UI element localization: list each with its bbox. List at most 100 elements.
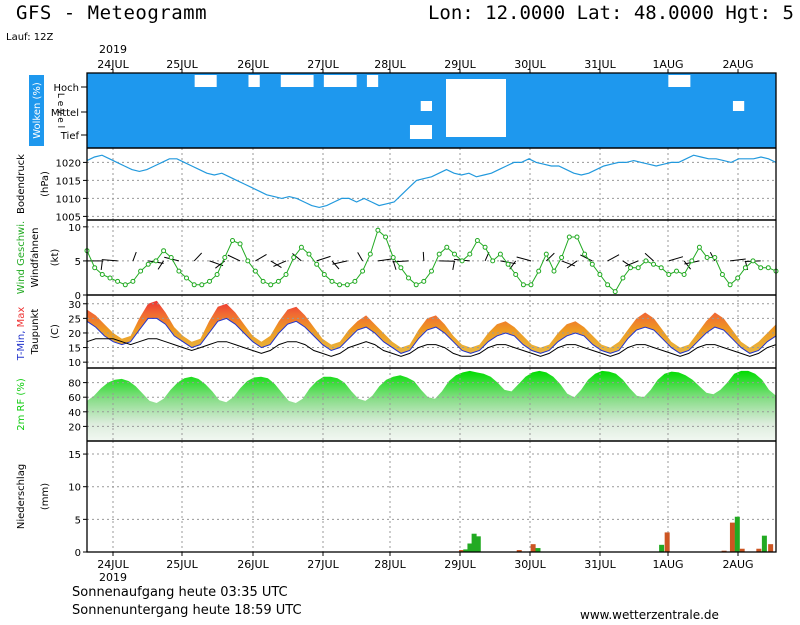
y-tick-label: 1010 [56,194,81,205]
wind-point [765,265,771,271]
wind-point [513,272,519,277]
wind-barb [683,260,692,270]
wind-point [574,234,580,240]
cloud-panel-title: Wolken (%) [32,82,43,139]
wind-barb [668,256,684,262]
wind-barb [625,260,639,267]
wind-barb [101,259,118,262]
wind-point [145,261,151,267]
wind-point [490,258,496,264]
wind-point [628,265,633,271]
wind-point [696,244,702,250]
wind-barb [392,260,409,263]
humidity-panel-title: 2m RF (%) [16,378,27,431]
wind-point [329,278,335,284]
dewpoint-line [86,338,777,357]
wind-point [635,265,641,271]
wind-panel-unit: (kt) [50,249,61,267]
wind-barb [316,255,331,262]
wind-barb [580,254,593,262]
humidity-area [87,370,776,441]
wind-barb [270,260,282,269]
x-label-top: 29JUL [444,58,476,71]
chart-frame [86,72,777,553]
precip-panel-unit: (mm) [40,483,51,510]
precip-bar [471,533,477,552]
wind-point [505,261,511,267]
wind-point [122,282,128,288]
cloud-gap-hoch [334,75,346,87]
y-tick-label: 15 [68,344,81,355]
pressure-panel-unit: (hPa) [40,171,51,197]
wind-point [543,251,549,257]
y-tick-label: 5 [75,515,81,526]
wind-point [107,275,113,281]
wind-point [666,272,672,277]
wind-barb [292,253,302,262]
wind-point [337,282,343,288]
year-label-bottom: 2019 [99,571,127,584]
wind-point [283,272,289,277]
wind-barb [357,252,364,262]
wind-point [719,272,725,277]
wind-barb [157,260,164,270]
wind-panel-title: Wind Geschwi. [16,221,27,294]
page-title: GFS - Meteogramm [16,2,208,24]
x-label-top: 2AUG [722,58,753,71]
wind-point [268,282,274,288]
wind-point [214,272,220,277]
x-label-top: 25JUL [166,58,198,71]
x-label-bottom: 25JUL [166,558,198,571]
wind-point [115,278,121,284]
cloud-gap-tief [409,125,422,139]
x-label-top: 28JUL [374,58,406,71]
cloud-gap-hoch [280,75,293,87]
humidity-panel-title-part: 2m RF [16,399,27,431]
wind-point [474,238,480,243]
y-tick-label: 20 [68,422,81,433]
precip-panel-unit-part: (mm) [40,483,51,510]
wind-point [421,278,427,284]
precip-bar [739,548,745,552]
wind-point [742,265,748,271]
wind-point [99,272,105,277]
precip-bar [729,522,735,552]
temperature-panel-unit: (C) [50,324,61,339]
wind-point [681,272,687,277]
wind-point [138,268,144,274]
x-label-bottom: 31JUL [584,558,616,571]
wind-point [344,282,350,288]
precip-bar [535,548,541,552]
y-tick-label: 0 [75,291,81,302]
wind-point [704,255,710,260]
wind-point [375,227,381,233]
wind-point [620,275,626,281]
wind-barb-label: Windfahnen [30,228,41,288]
wind-barb [644,252,654,262]
precip-bar [467,543,473,552]
wind-barb [730,258,746,262]
website-link[interactable]: www.wetterzentrale.de [580,608,719,622]
wind-panel-title-part: Wind Geschwi. [16,221,27,294]
y-tick-label: 60 [68,393,81,404]
y-tick-label: 80 [68,379,81,390]
y-tick-label: 10 [68,483,81,494]
wind-point [383,234,389,240]
wind-barb [566,260,578,269]
wind-point [367,251,373,257]
cloud-gap-hoch [205,75,217,87]
y-tick-label: 1020 [56,158,81,169]
precip-bar [659,544,665,552]
cloud-gap-mittel [732,101,745,111]
y-tick-label: 0 [75,548,81,559]
wind-point [727,282,733,288]
wind-point [130,278,136,284]
y-tick-label: 25 [68,314,81,325]
wind-point [168,255,174,260]
precip-bar [761,535,767,552]
wind-barb-label-part: Windfahnen [30,228,41,288]
x-label-top: 31JUL [584,58,616,71]
precip-bar [768,544,774,552]
wind-point [314,261,320,267]
wind-point [643,258,649,264]
